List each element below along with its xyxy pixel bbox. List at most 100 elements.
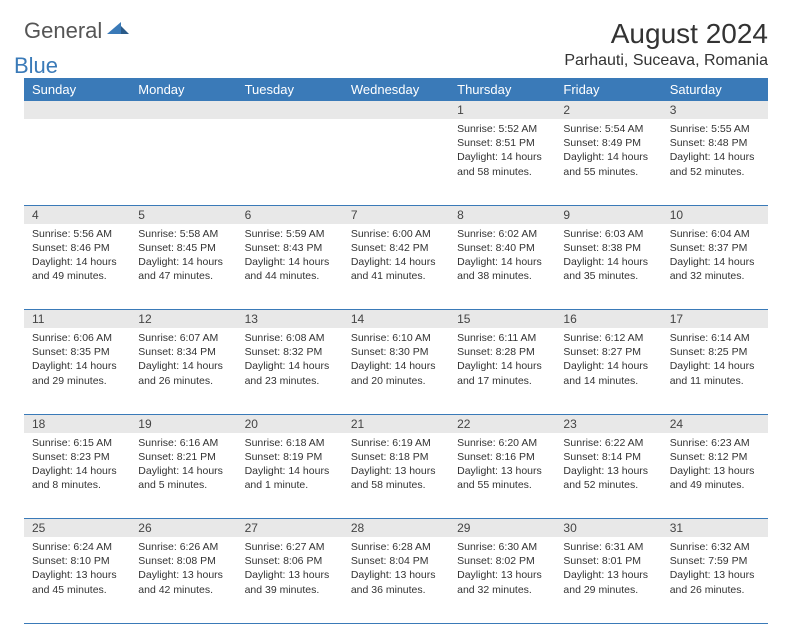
logo-blue: Blue xyxy=(14,53,58,78)
day-number-cell: 7 xyxy=(343,205,449,224)
day-details: Sunrise: 6:20 AMSunset: 8:16 PMDaylight:… xyxy=(449,433,555,499)
day-number-cell: 27 xyxy=(237,519,343,538)
day-number-cell: 16 xyxy=(555,310,661,329)
day-details: Sunrise: 5:55 AMSunset: 8:48 PMDaylight:… xyxy=(662,119,768,185)
day-details-cell: Sunrise: 6:28 AMSunset: 8:04 PMDaylight:… xyxy=(343,537,449,623)
weekday-thu: Thursday xyxy=(449,78,555,101)
weekday-wed: Wednesday xyxy=(343,78,449,101)
day-number-cell xyxy=(130,101,236,119)
day-number-cell: 13 xyxy=(237,310,343,329)
day-number-cell: 10 xyxy=(662,205,768,224)
day-details: Sunrise: 6:16 AMSunset: 8:21 PMDaylight:… xyxy=(130,433,236,499)
calendar-table: Sunday Monday Tuesday Wednesday Thursday… xyxy=(24,78,768,624)
details-row: Sunrise: 6:06 AMSunset: 8:35 PMDaylight:… xyxy=(24,328,768,414)
logo-general: General xyxy=(24,18,102,43)
day-details: Sunrise: 6:30 AMSunset: 8:02 PMDaylight:… xyxy=(449,537,555,603)
day-details: Sunrise: 6:07 AMSunset: 8:34 PMDaylight:… xyxy=(130,328,236,394)
day-number-cell: 28 xyxy=(343,519,449,538)
day-details-cell: Sunrise: 6:24 AMSunset: 8:10 PMDaylight:… xyxy=(24,537,130,623)
day-details: Sunrise: 5:58 AMSunset: 8:45 PMDaylight:… xyxy=(130,224,236,290)
day-number-cell: 31 xyxy=(662,519,768,538)
day-number-cell: 14 xyxy=(343,310,449,329)
logo: General Blue xyxy=(24,18,129,70)
header: General Blue August 2024 Parhauti, Sucea… xyxy=(24,18,768,70)
day-details: Sunrise: 6:08 AMSunset: 8:32 PMDaylight:… xyxy=(237,328,343,394)
day-number-cell: 9 xyxy=(555,205,661,224)
day-number-cell xyxy=(343,101,449,119)
day-details-cell: Sunrise: 6:06 AMSunset: 8:35 PMDaylight:… xyxy=(24,328,130,414)
day-number-cell: 22 xyxy=(449,414,555,433)
day-details-cell: Sunrise: 6:16 AMSunset: 8:21 PMDaylight:… xyxy=(130,433,236,519)
daynum-row: 25262728293031 xyxy=(24,519,768,538)
day-details-cell: Sunrise: 5:59 AMSunset: 8:43 PMDaylight:… xyxy=(237,224,343,310)
weekday-mon: Monday xyxy=(130,78,236,101)
daynum-row: 123 xyxy=(24,101,768,119)
day-details-cell: Sunrise: 6:10 AMSunset: 8:30 PMDaylight:… xyxy=(343,328,449,414)
day-details-cell xyxy=(130,119,236,205)
day-details-cell: Sunrise: 6:30 AMSunset: 8:02 PMDaylight:… xyxy=(449,537,555,623)
day-details: Sunrise: 6:23 AMSunset: 8:12 PMDaylight:… xyxy=(662,433,768,499)
day-number-cell: 4 xyxy=(24,205,130,224)
weekday-tue: Tuesday xyxy=(237,78,343,101)
day-details: Sunrise: 6:27 AMSunset: 8:06 PMDaylight:… xyxy=(237,537,343,603)
day-details: Sunrise: 6:10 AMSunset: 8:30 PMDaylight:… xyxy=(343,328,449,394)
day-number-cell: 6 xyxy=(237,205,343,224)
day-details: Sunrise: 6:31 AMSunset: 8:01 PMDaylight:… xyxy=(555,537,661,603)
day-details-cell xyxy=(343,119,449,205)
day-details-cell: Sunrise: 6:18 AMSunset: 8:19 PMDaylight:… xyxy=(237,433,343,519)
day-details: Sunrise: 6:28 AMSunset: 8:04 PMDaylight:… xyxy=(343,537,449,603)
day-number-cell: 18 xyxy=(24,414,130,433)
day-number-cell: 12 xyxy=(130,310,236,329)
day-details: Sunrise: 6:14 AMSunset: 8:25 PMDaylight:… xyxy=(662,328,768,394)
weekday-fri: Friday xyxy=(555,78,661,101)
day-details-cell: Sunrise: 6:00 AMSunset: 8:42 PMDaylight:… xyxy=(343,224,449,310)
weekday-header-row: Sunday Monday Tuesday Wednesday Thursday… xyxy=(24,78,768,101)
day-number-cell: 26 xyxy=(130,519,236,538)
day-details: Sunrise: 6:18 AMSunset: 8:19 PMDaylight:… xyxy=(237,433,343,499)
day-details: Sunrise: 5:54 AMSunset: 8:49 PMDaylight:… xyxy=(555,119,661,185)
day-details: Sunrise: 6:26 AMSunset: 8:08 PMDaylight:… xyxy=(130,537,236,603)
day-details: Sunrise: 5:56 AMSunset: 8:46 PMDaylight:… xyxy=(24,224,130,290)
day-details: Sunrise: 6:12 AMSunset: 8:27 PMDaylight:… xyxy=(555,328,661,394)
day-details-cell: Sunrise: 6:15 AMSunset: 8:23 PMDaylight:… xyxy=(24,433,130,519)
weekday-sun: Sunday xyxy=(24,78,130,101)
day-details: Sunrise: 6:03 AMSunset: 8:38 PMDaylight:… xyxy=(555,224,661,290)
logo-triangle-icon xyxy=(107,20,129,43)
day-details-cell: Sunrise: 6:11 AMSunset: 8:28 PMDaylight:… xyxy=(449,328,555,414)
day-details: Sunrise: 6:22 AMSunset: 8:14 PMDaylight:… xyxy=(555,433,661,499)
day-details-cell: Sunrise: 5:54 AMSunset: 8:49 PMDaylight:… xyxy=(555,119,661,205)
day-number-cell: 15 xyxy=(449,310,555,329)
day-number-cell: 3 xyxy=(662,101,768,119)
day-number-cell: 23 xyxy=(555,414,661,433)
day-number-cell xyxy=(237,101,343,119)
day-details-cell: Sunrise: 6:22 AMSunset: 8:14 PMDaylight:… xyxy=(555,433,661,519)
day-number-cell xyxy=(24,101,130,119)
details-row: Sunrise: 6:24 AMSunset: 8:10 PMDaylight:… xyxy=(24,537,768,623)
day-number-cell: 1 xyxy=(449,101,555,119)
day-number-cell: 21 xyxy=(343,414,449,433)
details-row: Sunrise: 6:15 AMSunset: 8:23 PMDaylight:… xyxy=(24,433,768,519)
day-details: Sunrise: 6:00 AMSunset: 8:42 PMDaylight:… xyxy=(343,224,449,290)
logo-text: General Blue xyxy=(24,18,129,70)
day-details: Sunrise: 6:19 AMSunset: 8:18 PMDaylight:… xyxy=(343,433,449,499)
day-details-cell: Sunrise: 6:27 AMSunset: 8:06 PMDaylight:… xyxy=(237,537,343,623)
month-title: August 2024 xyxy=(564,18,768,50)
day-details: Sunrise: 5:52 AMSunset: 8:51 PMDaylight:… xyxy=(449,119,555,185)
day-number-cell: 29 xyxy=(449,519,555,538)
calendar-body: 123Sunrise: 5:52 AMSunset: 8:51 PMDaylig… xyxy=(24,101,768,623)
title-block: August 2024 Parhauti, Suceava, Romania xyxy=(564,18,768,70)
day-number-cell: 25 xyxy=(24,519,130,538)
daynum-row: 18192021222324 xyxy=(24,414,768,433)
day-details-cell xyxy=(237,119,343,205)
day-details-cell: Sunrise: 6:07 AMSunset: 8:34 PMDaylight:… xyxy=(130,328,236,414)
day-details-cell: Sunrise: 6:03 AMSunset: 8:38 PMDaylight:… xyxy=(555,224,661,310)
day-details: Sunrise: 6:32 AMSunset: 7:59 PMDaylight:… xyxy=(662,537,768,603)
details-row: Sunrise: 5:56 AMSunset: 8:46 PMDaylight:… xyxy=(24,224,768,310)
day-number-cell: 30 xyxy=(555,519,661,538)
day-details-cell: Sunrise: 5:52 AMSunset: 8:51 PMDaylight:… xyxy=(449,119,555,205)
day-number-cell: 24 xyxy=(662,414,768,433)
day-number-cell: 17 xyxy=(662,310,768,329)
day-details-cell: Sunrise: 5:55 AMSunset: 8:48 PMDaylight:… xyxy=(662,119,768,205)
day-details-cell: Sunrise: 5:58 AMSunset: 8:45 PMDaylight:… xyxy=(130,224,236,310)
day-details-cell xyxy=(24,119,130,205)
